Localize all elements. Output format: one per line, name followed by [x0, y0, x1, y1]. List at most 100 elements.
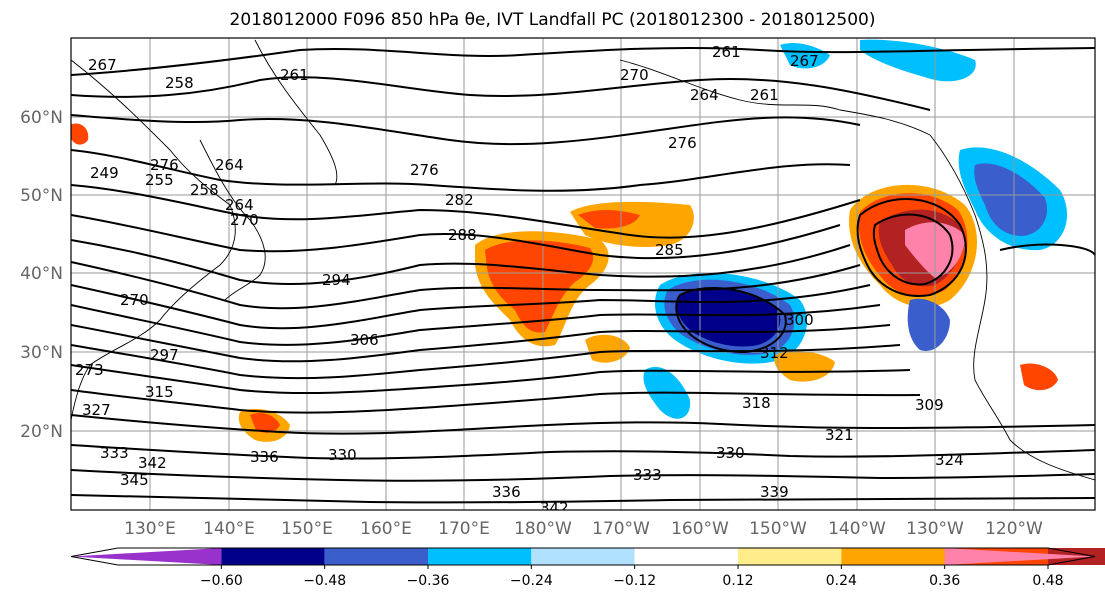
contour-label: 264 — [225, 196, 254, 214]
contour-line — [71, 344, 901, 380]
longitude-label: 180°W — [514, 519, 572, 539]
coastline-asia — [71, 59, 236, 421]
contour-label: 288 — [448, 226, 477, 244]
coastline-kamchatka — [254, 39, 338, 186]
contour-label: 276 — [668, 134, 697, 152]
longitude-label: 150°W — [749, 519, 807, 539]
contour-loop — [675, 287, 787, 354]
contour-label: 318 — [742, 394, 771, 412]
longitude-label: 130°W — [906, 519, 964, 539]
theta-e-contours — [71, 46, 1095, 504]
contour-label: 327 — [82, 401, 111, 419]
contour-line — [71, 304, 881, 346]
contour-label: 294 — [322, 271, 351, 289]
contour-line — [71, 214, 841, 260]
contour-label: 330 — [328, 446, 357, 464]
positive-anomaly-small-2 — [774, 350, 835, 382]
positive-anomaly-core-central-pacific — [485, 240, 594, 333]
colorbar-tick-label: −0.24 — [510, 573, 553, 589]
contour-label: 270 — [620, 66, 649, 84]
longitude-axis: 130°E 140°E 150°E 160°E 170°E 180°W 170°… — [124, 519, 1043, 539]
coastlines — [71, 39, 1095, 481]
contour-line — [71, 149, 851, 192]
contour-label: 333 — [100, 444, 129, 462]
positive-anomaly-small-west-2 — [250, 413, 280, 433]
contour-label: 267 — [790, 52, 819, 70]
contour-label: 255 — [145, 171, 174, 189]
coastline-japan — [199, 139, 266, 301]
contour-label: 342 — [138, 454, 167, 472]
contour-label: 300 — [785, 311, 814, 329]
latitude-label: 20°N — [20, 422, 63, 442]
colorbar-tick-label: −0.48 — [303, 573, 346, 589]
colorbar-cell — [324, 548, 428, 565]
colorbar-outline — [70, 547, 1096, 566]
positive-anomaly-small-east — [1020, 363, 1058, 391]
longitude-label: 140°E — [203, 519, 255, 539]
contour-line — [71, 414, 1095, 435]
negative-anomaly-core-west-coast — [974, 163, 1048, 236]
coastline-alaska — [619, 59, 931, 136]
contour-label: 339 — [760, 483, 789, 501]
contour-label: 276 — [150, 156, 179, 174]
contour-line — [71, 114, 861, 146]
positive-anomaly-small-3 — [71, 123, 89, 145]
contour-line — [71, 364, 911, 395]
colorbar-cell — [71, 548, 222, 565]
contour-line — [71, 184, 861, 239]
colorbar-cell — [634, 548, 738, 565]
contour-label: 267 — [88, 56, 117, 74]
longitude-label: 160°W — [671, 519, 729, 539]
contour-line — [71, 76, 931, 111]
contour-label: 261 — [712, 43, 741, 61]
longitude-label: 140°W — [828, 519, 886, 539]
contour-label: 330 — [716, 444, 745, 462]
contour-label: 249 — [90, 164, 119, 182]
contour-label: 342 — [540, 499, 569, 517]
colorbar-tick-label: 0.12 — [722, 573, 753, 589]
colorbar-tick-label: −0.36 — [407, 573, 450, 589]
contour-label: 312 — [760, 344, 789, 362]
contour-label: 315 — [145, 383, 174, 401]
negative-anomaly-region-north-canada — [860, 39, 976, 82]
colorbar-tick-label: 0.48 — [1032, 573, 1063, 589]
contour-label: 336 — [492, 483, 521, 501]
contour-label: 270 — [120, 291, 149, 309]
contour-loop — [856, 198, 967, 297]
colorbar-cell — [531, 548, 635, 565]
map-title: 2018012000 F096 850 hPa θe, IVT Landfall… — [229, 10, 876, 30]
contour-label: 258 — [190, 181, 219, 199]
contour-line — [71, 494, 1095, 504]
contour-label: 261 — [280, 66, 309, 84]
contour-label: 273 — [75, 361, 104, 379]
contour-labels: 261 267 258 261 264 270 276 261 264 276 … — [75, 43, 964, 517]
colorbar-tick-label: 0.24 — [826, 573, 857, 589]
longitude-label: 160°E — [360, 519, 412, 539]
longitude-label: 170°E — [438, 519, 490, 539]
map-frame — [70, 37, 1096, 511]
latitude-label: 40°N — [20, 264, 63, 284]
colorbar-tick-label: 0.36 — [929, 573, 960, 589]
contour-label: 261 — [750, 86, 779, 104]
contour-label: 345 — [120, 471, 149, 489]
contour-label: 321 — [825, 426, 854, 444]
contour-label: 258 — [165, 74, 194, 92]
colorbar-tick-label: −0.60 — [200, 573, 243, 589]
contour-label: 297 — [150, 346, 179, 364]
negative-anomaly-region-small-1 — [780, 43, 830, 69]
contour-label: 285 — [655, 241, 684, 259]
colorbar-cell — [428, 548, 532, 565]
colorbar-cell — [738, 548, 842, 565]
contour-label: 276 — [410, 161, 439, 179]
positive-anomaly-small-4 — [585, 334, 630, 363]
contour-label: 270 — [230, 211, 259, 229]
contour-line — [71, 469, 1095, 482]
contour-line — [71, 46, 1095, 76]
contour-label: 324 — [935, 451, 964, 469]
longitude-label: 170°W — [592, 519, 650, 539]
contour-line — [71, 324, 891, 363]
longitude-label: 120°W — [985, 519, 1043, 539]
contour-label: 336 — [250, 448, 279, 466]
contour-loop — [872, 213, 954, 286]
